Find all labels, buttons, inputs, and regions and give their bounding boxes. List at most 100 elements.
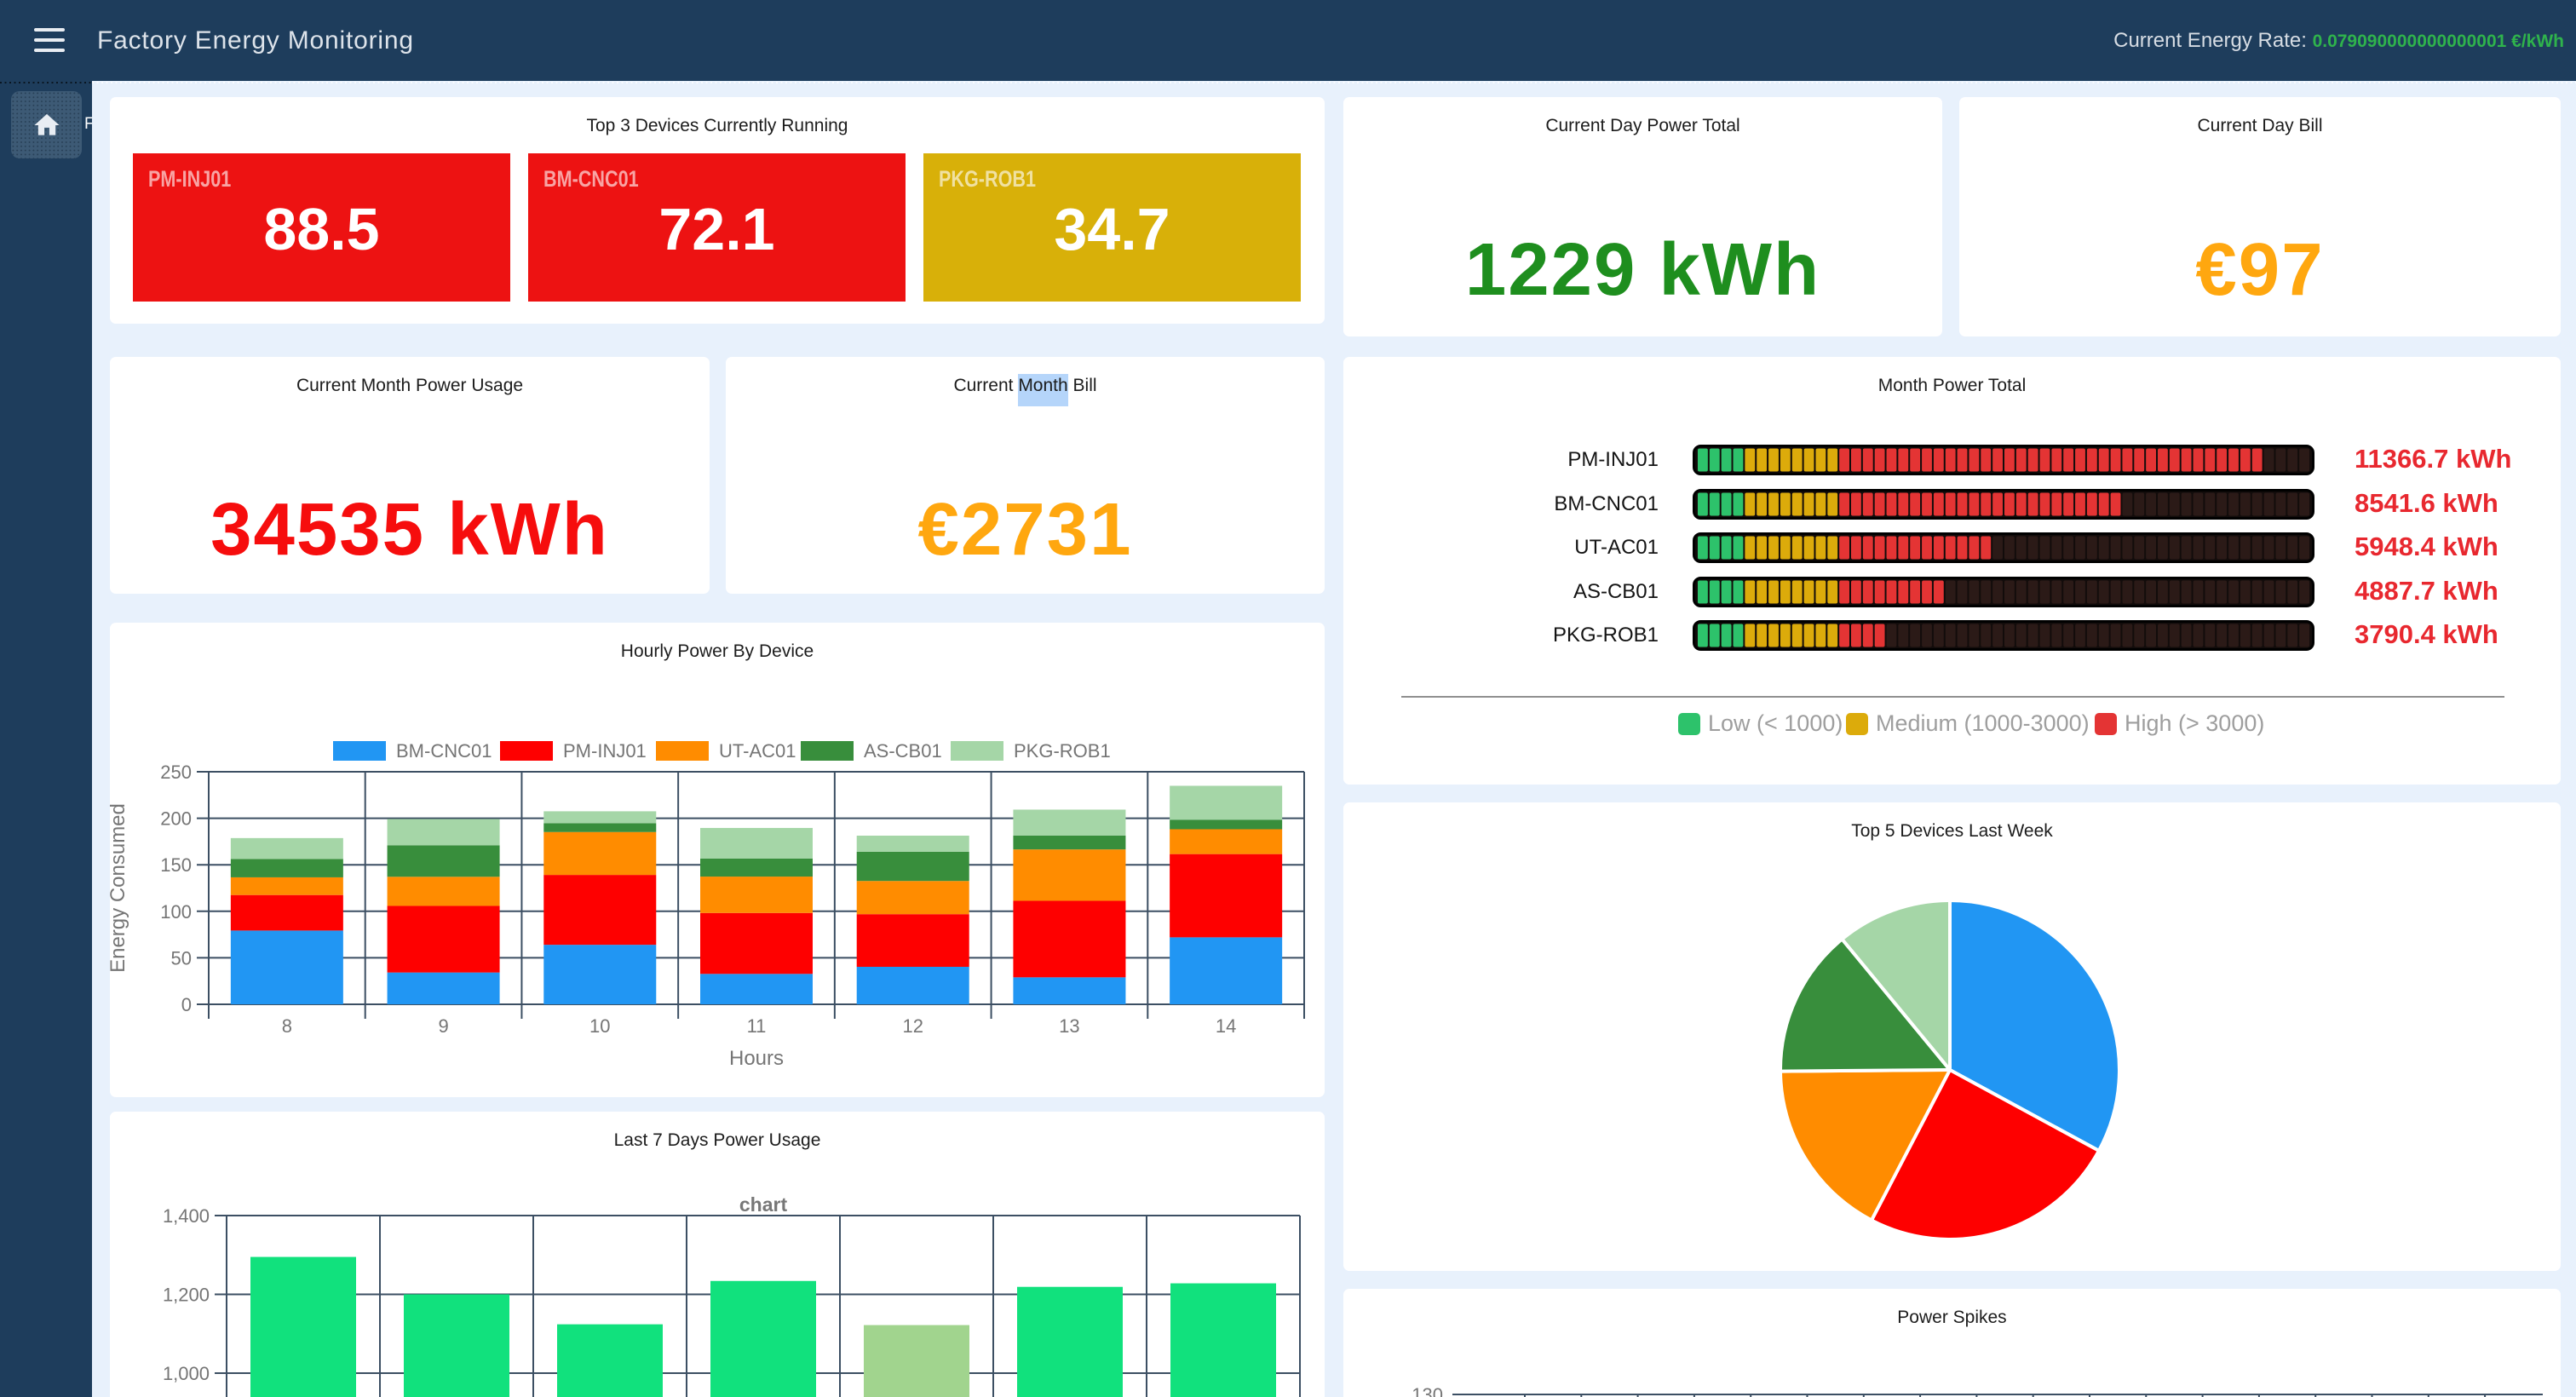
gauge-segment [2263,492,2274,516]
gauge-segment [1791,448,1803,472]
gauge-segment [2228,580,2239,604]
energy-rate-value: 0.079090000000000001 €/kWh [2312,32,2564,51]
bar-segment-PKG-ROB1 [856,836,969,852]
gauge-segment [1791,624,1803,647]
led-gauge-AS-CB01 [1693,577,2314,607]
card-month-usage-title: Current Month Power Usage [296,376,524,395]
gauge-segment [1827,580,1838,604]
gauge-segment [2251,448,2263,472]
legend-swatch-BM-CNC01 [333,741,386,761]
text-selection: Month [1018,374,1068,406]
gauge-segment [1874,492,1885,516]
legend-divider [1401,696,2504,698]
gauge-segment [1910,448,1921,472]
gauge-segment [2039,624,2050,647]
card-spikes-title: Power Spikes [1897,1308,2007,1327]
gauge-segment [1803,624,1814,647]
app-title: Factory Energy Monitoring [97,26,414,55]
gauge-segment [2051,624,2062,647]
main-content: Top 3 Devices Currently Running PM-INJ01… [92,81,2576,1397]
gauge-segment [2217,448,2228,472]
bar-segment-UT-AC01 [1013,849,1126,901]
gauge-segment [1698,536,1708,560]
device-tile-PM-INJ01: PM-INJ01 88.5 [133,153,510,302]
y-tick-label: 200 [160,808,192,830]
legend-label: PKG-ROB1 [1014,740,1111,762]
gauge-segment [2004,580,2015,604]
gauge-segment [2075,492,2085,516]
gauge-segment [1945,580,1956,604]
legend-label: UT-AC01 [719,740,796,762]
gauge-segment [2004,536,2015,560]
gauge-segment [2051,536,2062,560]
gauge-segment [2287,448,2298,472]
gauge-segment [1933,492,1944,516]
gauge-segment [1815,624,1826,647]
day-bar [1017,1286,1123,1397]
last7-days-chart: 1,400 1,200 1,000 chart [163,1193,1301,1397]
gauge-segment [1757,492,1768,516]
gauge-segment [1922,536,1932,560]
gauge-segment [2146,448,2156,472]
gauge-segment [2015,624,2027,647]
gauge-segment [1957,492,1968,516]
gauge-segment [1745,536,1756,560]
bar-segment-BM-CNC01 [856,966,969,1004]
gauge-segment [1922,580,1932,604]
device-tile-BM-CNC01: BM-CNC01 72.1 [528,153,906,302]
legend-label: Medium (1000-3000) [1876,710,2090,736]
gauge-segment [1933,448,1944,472]
energy-rate-label: Current Energy Rate: [2113,29,2307,52]
gauge-segment [1945,536,1956,560]
bar-segment-PKG-ROB1 [1013,809,1126,836]
gauge-segment [2039,492,2050,516]
gauge-segment [2158,448,2168,472]
gauge-segment [1757,580,1768,604]
gauge-segment [2122,624,2133,647]
gauge-segment [2169,580,2180,604]
gauge-segment [1698,580,1708,604]
device-tile-label: PM-INJ01 [148,166,232,192]
gauge-segment [1698,448,1708,472]
y-axis-title: Energy Consumed [110,803,129,973]
bar-segment-PM-INJ01 [856,914,969,967]
gauge-segment [2039,580,2050,604]
y-tick-label: 150 [160,854,192,876]
gauge-segment [1745,624,1756,647]
gauge-segment [2134,536,2145,560]
y-tick-label: 1,000 [163,1363,210,1384]
gauge-segment [2134,624,2145,647]
gauge-segment [2240,580,2251,604]
home-button[interactable] [11,91,82,158]
bar-segment-AS-CB01 [387,845,500,877]
gauge-segment [1791,580,1803,604]
gauge-segment [1768,492,1779,516]
gauge-segment [2086,448,2097,472]
gauge-segment [1981,492,1992,516]
gauge-segment [1898,580,1909,604]
pie-slice [1779,937,1952,1073]
card-month-power-title: Month Power Total [1877,376,2027,395]
gauge-segment [2275,492,2286,516]
sidebar-item-label[interactable]: F [84,115,95,133]
day-total-value: 1229 kWh [1464,228,1821,311]
gauge-segment [1992,624,2003,647]
gauge-segment [2275,536,2286,560]
gauge-segment [1709,580,1720,604]
gauge-segment [2086,492,2097,516]
gauge-segment [2217,536,2228,560]
bar-segment-PM-INJ01 [700,912,813,974]
gauge-segment [2228,536,2239,560]
gauge-segment [1827,448,1838,472]
gauge-segment [1827,492,1838,516]
gauge-segment [1981,448,1992,472]
menu-icon[interactable] [34,25,66,56]
gauge-segment [2075,580,2085,604]
legend-label: Low (< 1000) [1708,710,1843,736]
gauge-segment [2146,624,2156,647]
card-last7-days: Last 7 Days Power Usage 1,400 1,200 1,000 c… [110,1112,1325,1397]
gauge-segment [2004,492,2015,516]
gauge-segment [1839,624,1849,647]
gauge-segment [1886,624,1897,647]
gauge-segment [2027,624,2038,647]
